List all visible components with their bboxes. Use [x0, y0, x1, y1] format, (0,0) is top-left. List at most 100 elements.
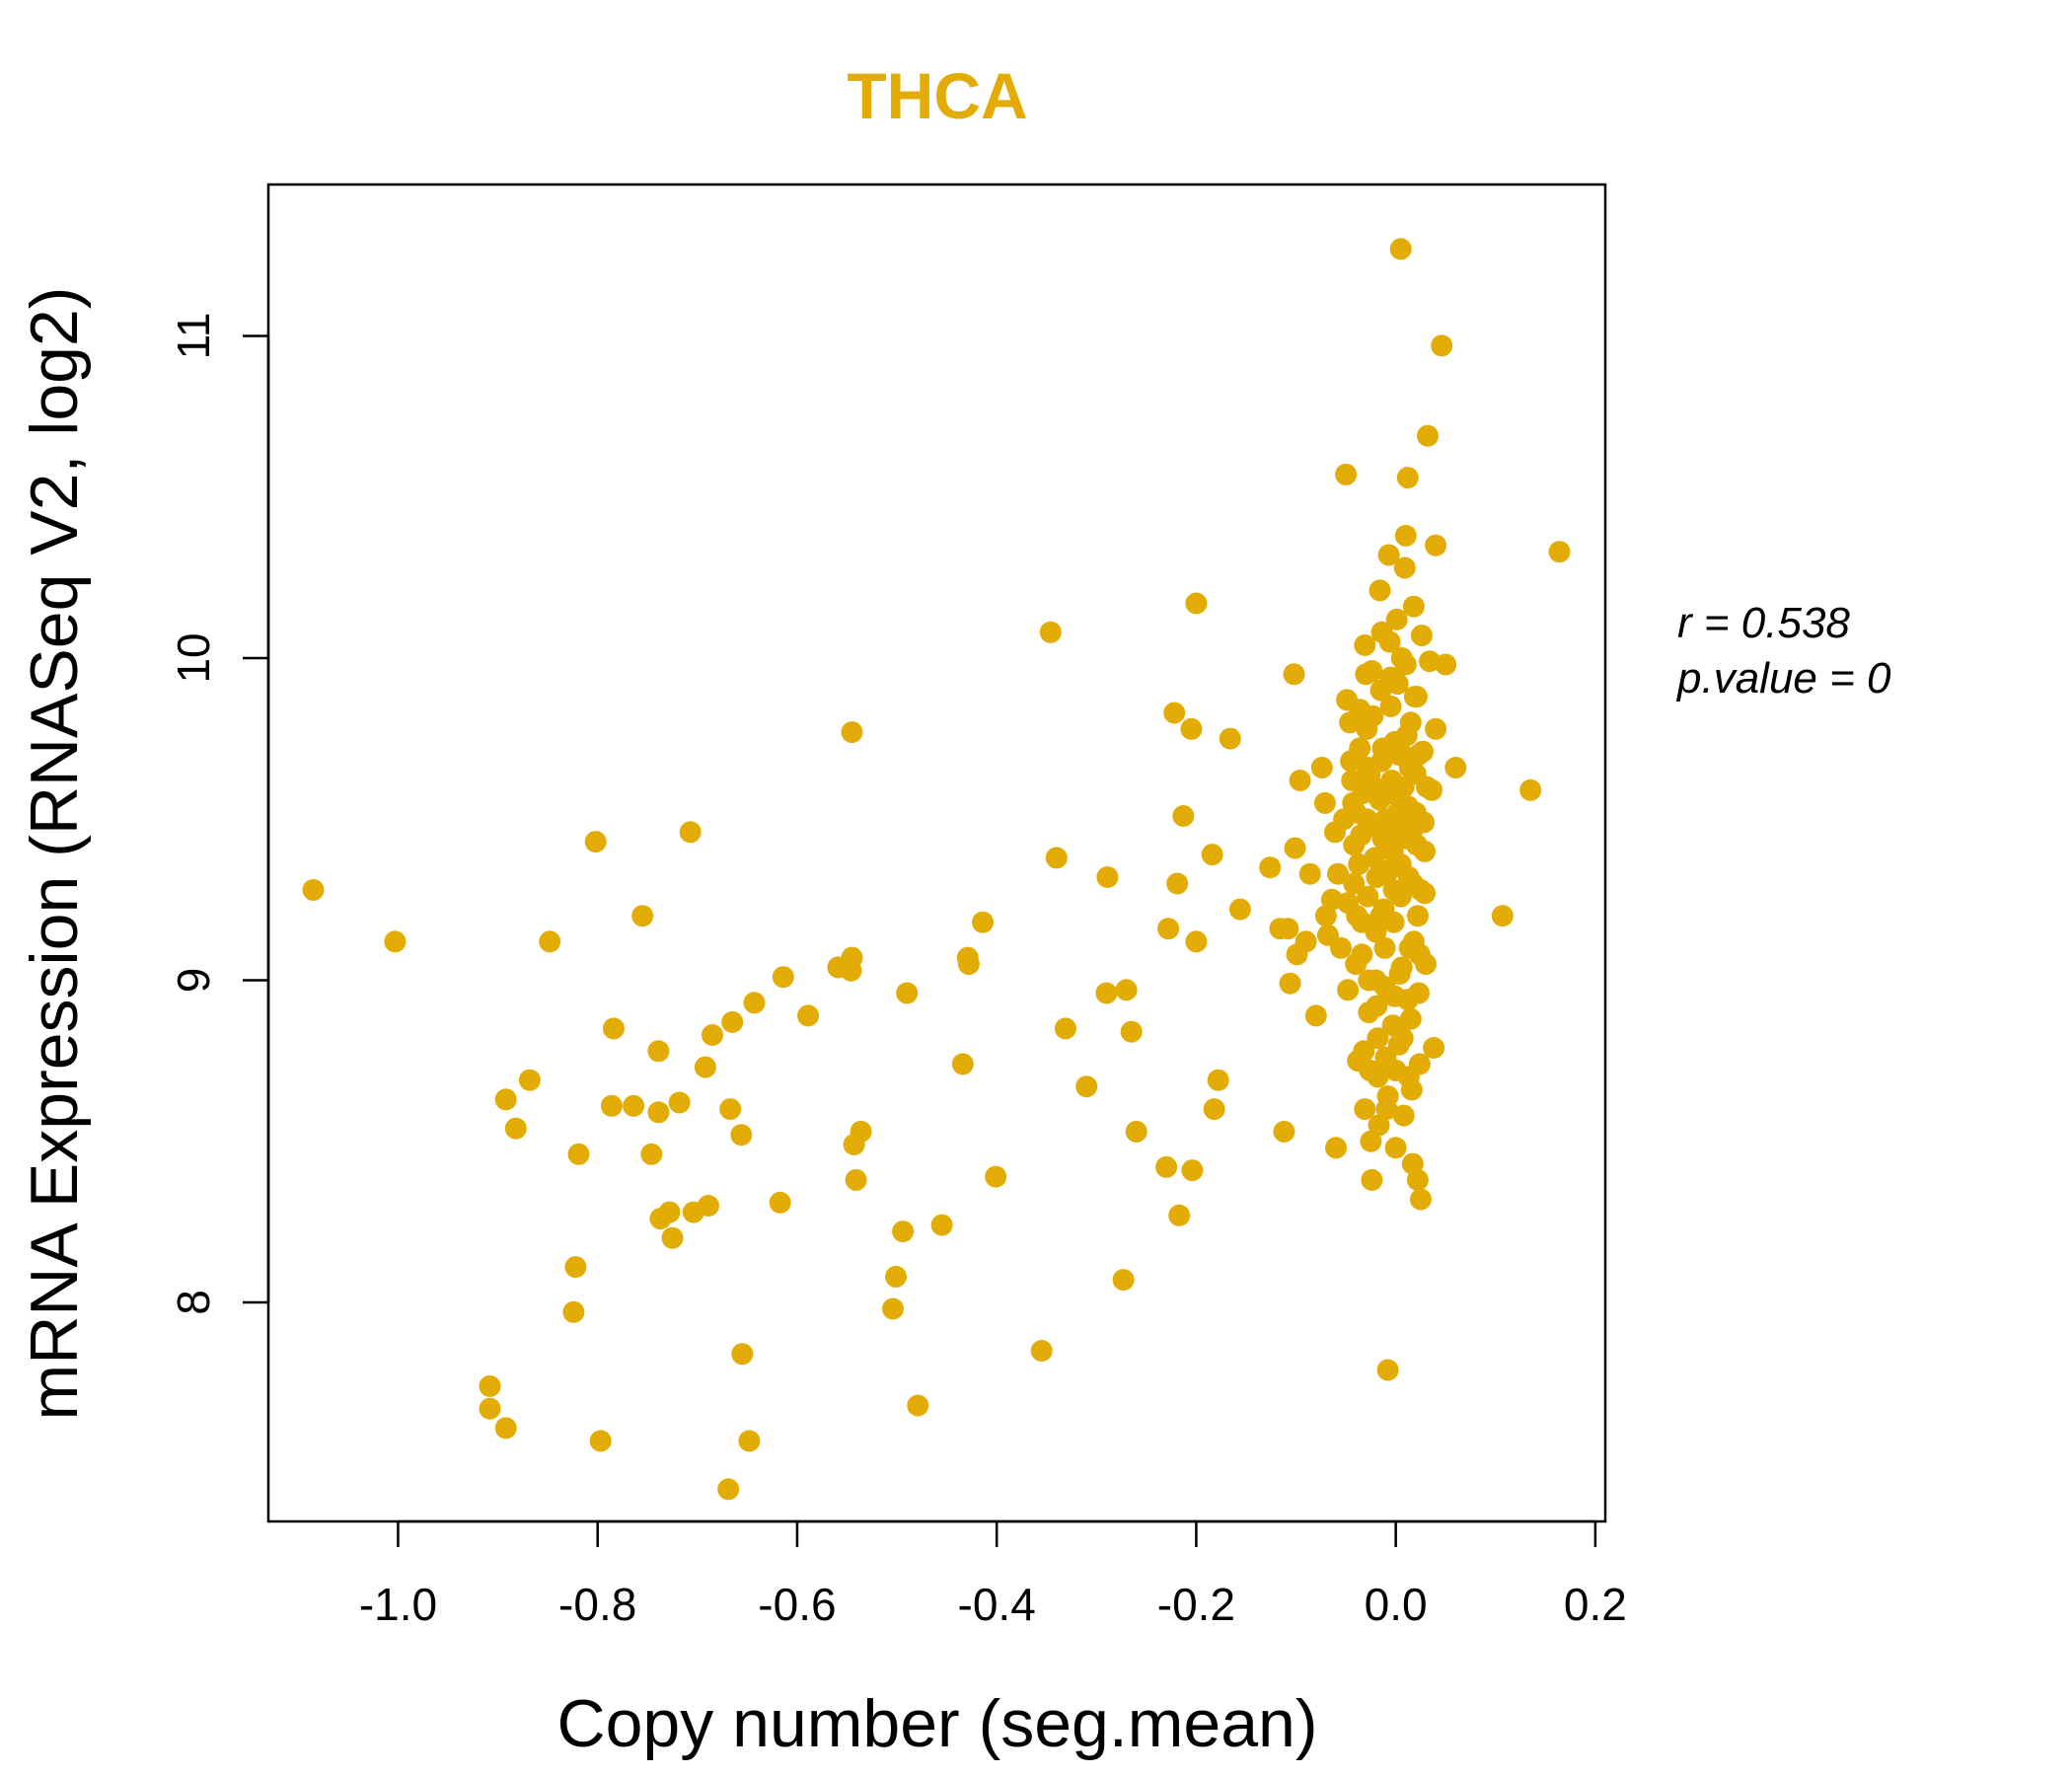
data-point [1030, 1340, 1053, 1362]
x-axis-label: Copy number (seg.mean) [556, 1686, 1317, 1761]
x-tick-label: -0.4 [958, 1579, 1036, 1630]
data-point [738, 1430, 761, 1452]
data-point [1388, 962, 1411, 985]
data-point [518, 1069, 541, 1091]
data-point [1353, 1040, 1375, 1063]
data-point [1367, 1066, 1389, 1088]
data-point [1399, 1007, 1422, 1030]
data-point [1203, 1098, 1225, 1121]
data-point [1054, 1017, 1076, 1040]
data-point [1343, 834, 1366, 856]
data-point [1172, 805, 1195, 827]
data-point [1389, 238, 1412, 260]
data-point [1259, 856, 1282, 879]
data-point [1075, 1075, 1098, 1098]
data-point [647, 1040, 670, 1063]
data-point [1425, 534, 1447, 556]
data-point [623, 1094, 645, 1117]
data-point [1409, 1188, 1432, 1211]
chart-title: THCA [847, 59, 1027, 132]
data-point [1039, 621, 1062, 643]
data-point [730, 1124, 753, 1147]
data-point [1185, 592, 1208, 615]
data-point [797, 1004, 820, 1027]
data-point [1185, 930, 1208, 953]
data-point [1385, 608, 1408, 630]
data-point [1410, 625, 1433, 647]
data-point [972, 911, 994, 933]
data-point [1273, 1120, 1295, 1143]
data-point [1096, 866, 1119, 888]
data-point [1393, 556, 1416, 579]
data-point [985, 1165, 1007, 1188]
data-point [717, 1478, 740, 1501]
data-point [1284, 837, 1306, 859]
data-point [1298, 862, 1321, 885]
data-point [1396, 989, 1419, 1011]
plot-frame [266, 183, 1607, 1523]
data-point [1409, 879, 1432, 901]
data-point [892, 1221, 915, 1243]
correlation-label: r = 0.538 [1677, 599, 1850, 647]
data-point [1402, 595, 1425, 618]
data-point [1283, 663, 1305, 686]
data-point [1421, 778, 1443, 801]
data-point [882, 1297, 904, 1320]
data-point [504, 1117, 527, 1140]
data-point [957, 953, 980, 976]
data-point [1361, 660, 1383, 682]
data-point [1207, 1069, 1229, 1091]
data-point [494, 1088, 517, 1111]
data-point [1327, 862, 1349, 885]
data-point [1519, 778, 1542, 801]
data-point [1180, 717, 1203, 740]
data-point [589, 1430, 612, 1452]
data-point [1201, 844, 1223, 866]
data-point [1431, 334, 1453, 357]
data-point [1304, 1004, 1327, 1027]
data-point [885, 1265, 907, 1288]
data-point [1396, 467, 1419, 489]
data-point [721, 1010, 744, 1033]
data-point [479, 1397, 501, 1420]
y-axis: 8 9 10 11 [168, 313, 270, 1315]
data-point [1385, 821, 1408, 844]
data-point [1277, 918, 1299, 940]
data-points [302, 238, 1571, 1501]
data-point [1376, 1359, 1399, 1381]
x-tick-label: 0.0 [1365, 1579, 1428, 1630]
data-point [384, 930, 407, 953]
data-point [1112, 1269, 1135, 1292]
data-point [1219, 727, 1241, 750]
data-point [1361, 1168, 1383, 1191]
data-point [1325, 1137, 1347, 1159]
data-point [584, 831, 607, 853]
data-point [1404, 801, 1427, 824]
data-point [1360, 1130, 1382, 1152]
data-point [679, 821, 702, 844]
data-point [1423, 1037, 1445, 1059]
data-point [1370, 621, 1393, 643]
data-point [1408, 943, 1431, 966]
data-point [1397, 1066, 1420, 1088]
data-point [1425, 717, 1447, 740]
data-point [1346, 905, 1369, 927]
data-point [494, 1417, 517, 1440]
data-point [1382, 879, 1405, 901]
y-tick-label: 11 [168, 313, 219, 360]
data-point [719, 1098, 742, 1121]
data-point [1369, 579, 1391, 602]
data-point [302, 879, 325, 901]
data-point [697, 1195, 719, 1217]
data-point [1357, 885, 1379, 908]
data-point [1228, 898, 1251, 921]
data-point [1166, 872, 1189, 895]
data-point [1295, 930, 1317, 953]
data-point [702, 1024, 723, 1046]
data-point [668, 1091, 691, 1114]
data-point [1373, 936, 1396, 959]
y-axis-label: mRNA Expression (RNASeq V2, log2) [17, 287, 92, 1421]
data-point [600, 1094, 623, 1117]
data-point [1376, 1085, 1399, 1107]
x-tick-label: -0.8 [558, 1579, 636, 1630]
